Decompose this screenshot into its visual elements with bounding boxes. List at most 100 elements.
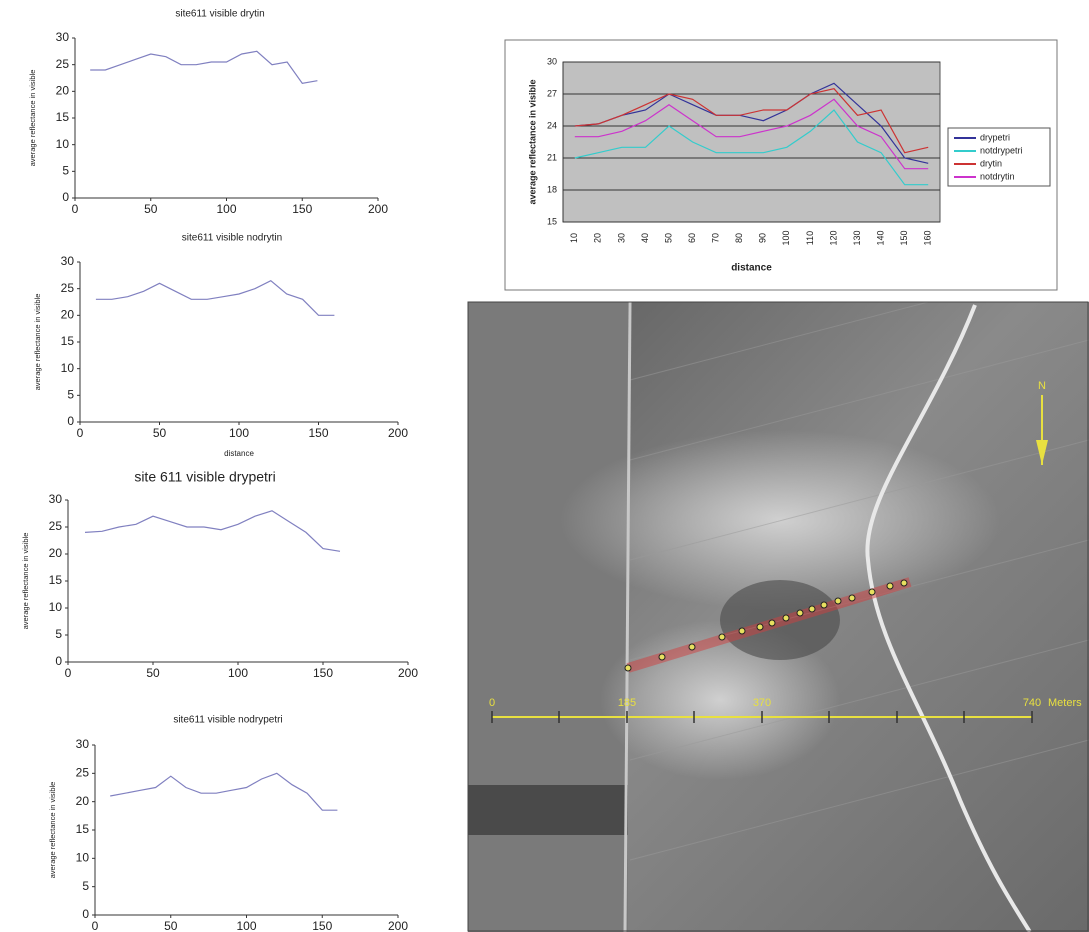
- plot-area: [562, 61, 941, 223]
- scale-unit: Meters: [1048, 697, 1082, 709]
- y-tick-label: 15: [61, 334, 75, 348]
- x-tick-label: 200: [368, 202, 388, 216]
- y-tick-label: 0: [55, 654, 62, 668]
- x-tick-label: 30: [616, 233, 626, 243]
- scale-label: 370: [753, 697, 771, 709]
- y-tick-label: 20: [76, 794, 90, 808]
- y-tick-label: 30: [76, 737, 90, 751]
- y-axis-label: average reflectance in visible: [21, 533, 30, 630]
- data-line: [90, 50, 318, 84]
- y-tick-label: 15: [76, 822, 90, 836]
- x-tick-label: 50: [146, 666, 160, 680]
- y-tick-label: 27: [547, 88, 557, 98]
- chart-title: site611 visible nodrypetri: [173, 715, 282, 726]
- y-tick-label: 5: [55, 627, 62, 641]
- legend-label: notdrypetri: [980, 145, 1023, 155]
- y-tick-label: 10: [76, 851, 90, 865]
- x-tick-label: 0: [65, 666, 72, 680]
- y-tick-label: 24: [547, 120, 557, 130]
- y-tick-label: 15: [547, 216, 557, 226]
- y-tick-label: 18: [547, 184, 557, 194]
- x-tick-label: 200: [388, 919, 408, 932]
- x-tick-label: 0: [92, 919, 99, 932]
- x-tick-label: 100: [229, 426, 249, 440]
- x-tick-label: 200: [388, 426, 408, 440]
- y-tick-label: 25: [56, 57, 70, 71]
- image-frame: [467, 301, 1089, 932]
- y-tick-label: 0: [82, 907, 89, 921]
- x-axis-label: distance: [731, 263, 772, 274]
- y-tick-label: 15: [49, 573, 63, 587]
- x-tick-label: 200: [398, 666, 418, 680]
- x-tick-label: 60: [687, 233, 697, 243]
- data-line: [110, 772, 338, 811]
- x-tick-label: 80: [734, 233, 744, 243]
- y-tick-label: 5: [82, 879, 89, 893]
- x-tick-label: 130: [852, 230, 862, 245]
- x-tick-label: 100: [216, 202, 236, 216]
- y-tick-label: 25: [61, 281, 75, 295]
- x-tick-label: 150: [292, 202, 312, 216]
- data-line: [574, 82, 929, 164]
- data-line: [574, 88, 929, 154]
- x-tick-label: 0: [72, 202, 79, 216]
- y-tick-label: 20: [56, 84, 70, 98]
- y-tick-label: 10: [61, 361, 75, 375]
- y-tick-label: 0: [62, 190, 69, 204]
- x-tick-label: 100: [781, 230, 791, 245]
- y-tick-label: 5: [62, 164, 69, 178]
- x-axis-label: distance: [224, 449, 254, 458]
- x-tick-label: 110: [805, 231, 815, 245]
- y-axis-label: average reflectance in visible: [48, 782, 57, 879]
- scale-label: 185: [618, 697, 636, 709]
- y-tick-label: 20: [49, 546, 63, 560]
- x-tick-label: 50: [144, 202, 158, 216]
- y-tick-label: 10: [56, 137, 70, 151]
- x-tick-label: 140: [875, 230, 885, 245]
- x-tick-label: 0: [77, 426, 84, 440]
- data-line: [574, 98, 929, 170]
- x-tick-label: 100: [236, 919, 256, 932]
- y-tick-label: 0: [67, 414, 74, 428]
- chart-title: site 611 visible drypetri: [134, 469, 275, 485]
- y-tick-label: 30: [56, 30, 70, 44]
- x-tick-label: 20: [593, 233, 603, 243]
- y-tick-label: 30: [61, 254, 75, 268]
- x-tick-label: 150: [312, 919, 332, 932]
- y-tick-label: 25: [76, 766, 90, 780]
- scale-label: 0: [489, 697, 495, 709]
- data-line: [84, 510, 341, 552]
- scale-label: 740: [1023, 697, 1041, 709]
- x-tick-label: 70: [711, 233, 721, 243]
- legend-label: drytin: [980, 158, 1002, 168]
- x-tick-label: 50: [663, 233, 673, 243]
- x-tick-label: 160: [923, 230, 933, 245]
- y-axis-label: average reflectance in visible: [33, 294, 42, 391]
- x-tick-label: 120: [828, 230, 838, 245]
- chart-title: site611 visible nodrytin: [182, 233, 282, 244]
- y-tick-label: 30: [547, 56, 557, 66]
- x-tick-label: 150: [313, 666, 333, 680]
- data-line: [95, 279, 335, 316]
- x-tick-label: 90: [758, 233, 768, 243]
- y-tick-label: 30: [49, 492, 63, 506]
- x-tick-label: 100: [228, 666, 248, 680]
- y-tick-label: 10: [49, 600, 63, 614]
- chart-title: site611 visible drytin: [175, 9, 264, 20]
- legend-label: notdrytin: [980, 171, 1015, 181]
- y-tick-label: 21: [547, 152, 557, 162]
- y-tick-label: 15: [56, 110, 70, 124]
- x-tick-label: 150: [899, 230, 909, 245]
- y-axis-label: average reflectance in visible: [527, 79, 537, 204]
- aerial-image: N 0 185 370 740 Meters: [468, 302, 1089, 932]
- x-tick-label: 150: [308, 426, 328, 440]
- y-axis-label: average reflectance in visible: [28, 70, 37, 167]
- y-tick-label: 5: [67, 388, 74, 402]
- legend-label: drypetri: [980, 132, 1010, 142]
- y-tick-label: 20: [61, 308, 75, 322]
- x-tick-label: 50: [153, 426, 167, 440]
- x-tick-label: 10: [569, 233, 579, 243]
- data-line: [574, 109, 929, 186]
